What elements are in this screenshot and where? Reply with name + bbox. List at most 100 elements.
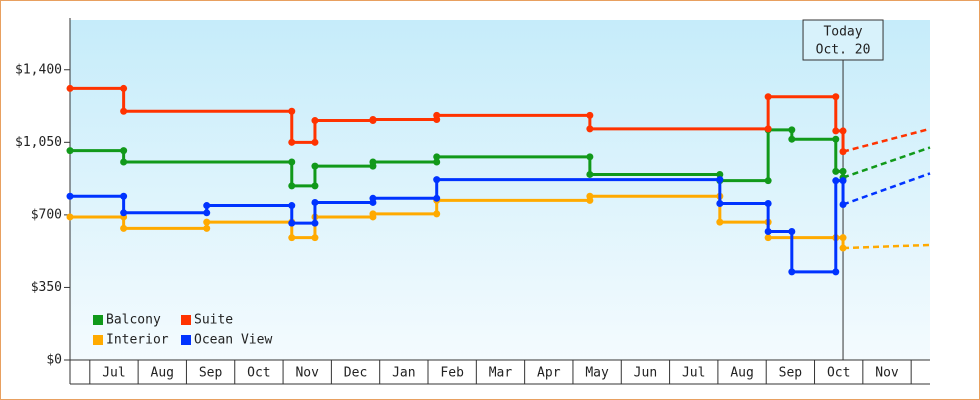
legend-label: Interior bbox=[106, 333, 169, 348]
point bbox=[839, 177, 847, 185]
point bbox=[586, 153, 594, 161]
point bbox=[203, 224, 211, 232]
y-tick-label: $700 bbox=[31, 207, 62, 222]
plot-area bbox=[70, 20, 930, 360]
y-tick-label: $350 bbox=[31, 280, 62, 295]
x-tick-label: Sep bbox=[199, 366, 223, 381]
point bbox=[832, 177, 840, 185]
point bbox=[288, 107, 296, 115]
point bbox=[311, 162, 319, 170]
point bbox=[764, 227, 772, 235]
legend-swatch bbox=[181, 315, 191, 325]
point bbox=[288, 182, 296, 190]
today-label: Oct. 20 bbox=[816, 43, 871, 58]
point bbox=[832, 93, 840, 101]
y-tick-label: $0 bbox=[46, 353, 62, 368]
point bbox=[839, 244, 847, 252]
point bbox=[764, 234, 772, 242]
y-tick-label: $1,050 bbox=[15, 135, 62, 150]
point bbox=[66, 84, 74, 92]
point bbox=[203, 209, 211, 217]
point bbox=[203, 218, 211, 226]
point bbox=[369, 194, 377, 202]
point bbox=[120, 107, 128, 115]
legend-swatch bbox=[93, 315, 103, 325]
point bbox=[716, 176, 724, 184]
x-tick-label: Jun bbox=[634, 366, 657, 381]
point bbox=[288, 219, 296, 227]
x-tick-label: May bbox=[585, 366, 609, 381]
x-tick-label: Jul bbox=[682, 366, 705, 381]
legend-label: Balcony bbox=[106, 313, 161, 328]
point bbox=[433, 111, 441, 119]
point bbox=[433, 153, 441, 161]
point bbox=[839, 167, 847, 175]
point bbox=[369, 210, 377, 218]
x-tick-label: Apr bbox=[537, 366, 561, 381]
point bbox=[832, 127, 840, 135]
point bbox=[120, 192, 128, 200]
point bbox=[311, 117, 319, 125]
point bbox=[788, 268, 796, 276]
point bbox=[288, 234, 296, 242]
point bbox=[369, 116, 377, 124]
point bbox=[788, 227, 796, 235]
point bbox=[764, 177, 772, 185]
point bbox=[311, 234, 319, 242]
forecast-line bbox=[842, 172, 931, 206]
x-tick-label: Aug bbox=[730, 366, 753, 381]
x-tick-label: Feb bbox=[440, 366, 464, 381]
point bbox=[839, 201, 847, 209]
x-tick-label: Jan bbox=[392, 366, 415, 381]
x-tick-label: Mar bbox=[489, 366, 513, 381]
point bbox=[120, 158, 128, 166]
x-tick-label: Nov bbox=[295, 366, 319, 381]
point bbox=[764, 93, 772, 101]
point bbox=[716, 218, 724, 226]
point bbox=[66, 192, 74, 200]
point bbox=[120, 147, 128, 155]
point bbox=[788, 135, 796, 143]
x-tick-label: Aug bbox=[151, 366, 174, 381]
x-tick-label: Oct bbox=[247, 366, 270, 381]
y-tick-label: $1,400 bbox=[15, 62, 62, 77]
x-tick-label: Nov bbox=[875, 366, 899, 381]
point bbox=[839, 234, 847, 242]
point bbox=[586, 192, 594, 200]
point bbox=[311, 138, 319, 146]
forecast-line bbox=[842, 243, 931, 250]
point bbox=[716, 199, 724, 207]
point bbox=[586, 111, 594, 119]
x-tick-label: Oct bbox=[827, 366, 850, 381]
point bbox=[716, 170, 724, 178]
point bbox=[788, 126, 796, 134]
x-tick-label: Sep bbox=[779, 366, 803, 381]
point bbox=[311, 198, 319, 206]
point bbox=[120, 84, 128, 92]
point bbox=[311, 219, 319, 227]
x-tick-label: Dec bbox=[344, 366, 367, 381]
point bbox=[369, 158, 377, 166]
point bbox=[764, 125, 772, 133]
point bbox=[120, 209, 128, 217]
legend-label: Suite bbox=[194, 313, 233, 328]
point bbox=[839, 148, 847, 156]
point bbox=[66, 213, 74, 221]
point bbox=[66, 147, 74, 155]
point bbox=[832, 135, 840, 143]
point bbox=[203, 202, 211, 210]
forecast-line bbox=[842, 146, 931, 179]
point bbox=[288, 138, 296, 146]
legend-swatch bbox=[181, 335, 191, 345]
point bbox=[832, 268, 840, 276]
point bbox=[764, 199, 772, 207]
x-tick-label: Jul bbox=[102, 366, 125, 381]
point bbox=[433, 158, 441, 166]
point bbox=[586, 170, 594, 178]
point bbox=[311, 182, 319, 190]
point bbox=[288, 202, 296, 210]
point bbox=[586, 125, 594, 133]
point bbox=[433, 176, 441, 184]
point bbox=[832, 167, 840, 175]
